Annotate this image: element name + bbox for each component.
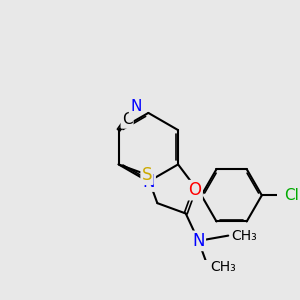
Text: CH₃: CH₃ [211, 260, 236, 274]
Text: N: N [142, 172, 154, 190]
Text: C: C [122, 112, 132, 128]
Text: S: S [142, 166, 152, 184]
Text: N: N [192, 232, 205, 250]
Text: Cl: Cl [285, 188, 299, 203]
Text: N: N [130, 99, 141, 114]
Text: O: O [189, 181, 202, 199]
Text: CH₃: CH₃ [231, 229, 257, 243]
